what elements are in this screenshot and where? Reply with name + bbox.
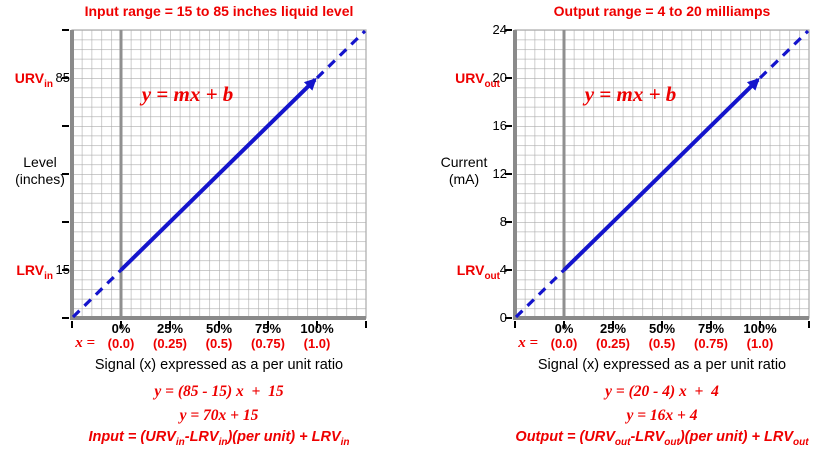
input-equation-expanded: y = (85 - 15) x + 15 (154, 383, 284, 400)
lrv-in-value: 15 (55, 262, 70, 277)
per-unit-label: (0.25) (596, 336, 630, 351)
signal-caption: Signal (x) expressed as a per unit ratio (537, 357, 787, 373)
urv-in-label: URVin (14, 70, 53, 90)
y-tick-value: 16 (492, 118, 507, 133)
input-chart-panel: Input range = 15 to 85 inches liquid lev… (0, 0, 371, 454)
output-plot-area (505, 29, 810, 328)
x-tick-label: 75% (254, 321, 282, 336)
lrv-out-label: LRVout (456, 262, 500, 282)
input-equation-general: Input = (URVin-LRVin)(per unit) + LRVin (88, 429, 350, 448)
line-equation-annotation: y = mx + b (584, 82, 677, 106)
output-equation-expanded: y = (20 - 4) x + 4 (605, 383, 719, 400)
input-y-axis-title: Level (inches) (15, 154, 65, 187)
line-dashed-below-lrv (514, 268, 566, 319)
per-unit-label: (0.25) (153, 336, 187, 351)
per-unit-label: (1.0) (746, 336, 774, 351)
y-tick-value: 20 (492, 70, 507, 85)
input-plot-area (62, 29, 367, 328)
per-unit-label: (0.75) (251, 336, 285, 351)
axes (513, 30, 809, 320)
output-chart-panel: Output range = 4 to 20 milliamps y = mx … (441, 0, 814, 454)
x-tick-label: 50% (648, 321, 676, 336)
lrv-in-label: LRVin (16, 262, 53, 282)
y-tick-value: 0 (499, 310, 507, 325)
input-equation-simplified: y = 70x + 15 (179, 407, 259, 424)
y-axis-ticks (505, 29, 512, 319)
line-equation-annotation: y = mx + b (141, 82, 234, 106)
output-equation-general: Output = (URVout-LRVout)(per unit) + LRV… (515, 429, 809, 448)
line-solid-segment (562, 78, 760, 272)
x-tick-label: 25% (156, 321, 184, 336)
line-dashed-above-urv (315, 29, 367, 80)
axes (70, 30, 366, 320)
output-chart-title: Output range = 4 to 20 milliamps (553, 3, 771, 19)
x-tick-label: 75% (697, 321, 725, 336)
x-tick-label: 25% (599, 321, 627, 336)
x-tick-label: 50% (205, 321, 233, 336)
line-dashed-below-lrv (71, 268, 123, 319)
y-tick-value: 12 (492, 166, 507, 181)
input-chart-title: Input range = 15 to 85 inches liquid lev… (84, 3, 354, 19)
output-equation-simplified: y = 16x + 4 (626, 407, 698, 424)
y-tick-value: 4 (499, 262, 507, 277)
per-unit-prefix: x = (75, 335, 95, 351)
per-unit-label: (0.0) (550, 336, 578, 351)
x-tick-label: 0% (111, 321, 131, 336)
urv-out-label: URVout (455, 70, 500, 90)
x-axis-ticks (71, 321, 367, 328)
per-unit-label: (0.5) (648, 336, 676, 351)
x-tick-label: 0% (554, 321, 574, 336)
x-tick-label: 100% (743, 321, 777, 336)
per-unit-label: (0.0) (107, 336, 135, 351)
y-axis-ticks (62, 29, 69, 319)
output-y-axis-title: Current (mA) (440, 154, 488, 187)
urv-in-value: 85 (55, 70, 70, 85)
x-tick-label: 100% (300, 321, 334, 336)
y-tick-value: 8 (499, 214, 507, 229)
per-unit-prefix: x = (518, 335, 538, 351)
per-unit-label: (1.0) (303, 336, 331, 351)
y-tick-value: 24 (492, 22, 507, 37)
line-dashed-above-urv (758, 29, 810, 80)
line-solid-segment (119, 78, 317, 272)
per-unit-label: (0.5) (205, 336, 233, 351)
signal-caption: Signal (x) expressed as a per unit ratio (94, 357, 344, 373)
per-unit-label: (0.75) (694, 336, 728, 351)
x-axis-ticks (514, 321, 810, 328)
